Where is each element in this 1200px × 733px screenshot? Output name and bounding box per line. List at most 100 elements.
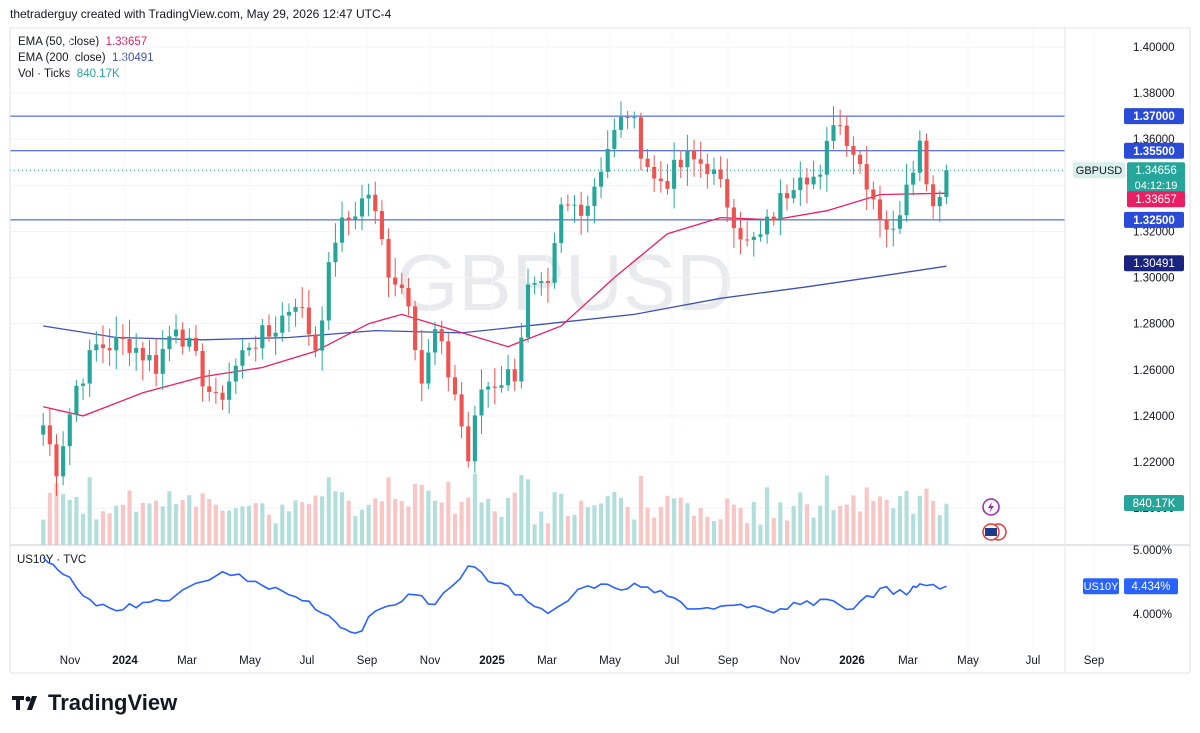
candle-body	[931, 184, 936, 207]
symbol-badge-label: GBPUSD	[1076, 165, 1123, 177]
volume-bar	[771, 518, 776, 545]
volume-bar	[406, 506, 411, 545]
candle-body	[559, 204, 564, 244]
volume-bar	[525, 479, 531, 545]
x-tick-label: Sep	[357, 655, 377, 667]
us-flag-glyph	[985, 528, 997, 536]
volume-bar	[80, 513, 86, 545]
volume-bar	[539, 511, 544, 545]
candle-body	[758, 234, 763, 237]
ema200-legend[interactable]: EMA (200, close) 1.30491	[18, 50, 154, 66]
ema50-legend-value: 1.33657	[105, 36, 148, 48]
volume-bar	[333, 491, 338, 545]
volume-bar	[227, 510, 232, 545]
candle-body	[672, 159, 677, 189]
volume-bar	[107, 513, 112, 545]
candle-body	[393, 277, 398, 285]
x-tick-label: Jul	[300, 655, 315, 667]
candle-body	[572, 204, 577, 206]
candle-body	[300, 307, 305, 309]
candle-body	[74, 385, 79, 415]
candle-body	[114, 336, 119, 351]
candle-body	[652, 166, 657, 179]
candle-body	[499, 385, 504, 388]
candle-body	[811, 176, 816, 185]
x-tick-label: 2025	[479, 655, 505, 667]
candle-body	[127, 339, 132, 353]
candle-body	[253, 347, 258, 349]
volume-bar	[851, 495, 856, 545]
volume-bar	[904, 490, 909, 545]
candle-body	[685, 150, 690, 168]
volume-legend[interactable]: Vol · Ticks 840.17K	[18, 66, 154, 82]
us10y-y-tick-label: 4.000%	[1133, 609, 1172, 621]
candle-body	[94, 344, 99, 351]
candle-body	[167, 336, 172, 350]
volume-bar	[725, 498, 730, 545]
volume-bar	[665, 495, 670, 545]
candle-body	[426, 352, 431, 384]
candle-body	[399, 284, 404, 289]
volume-bar	[127, 490, 132, 545]
volume-bar	[213, 504, 218, 545]
x-tick-label: Jul	[1026, 655, 1041, 667]
candle-body	[446, 341, 451, 378]
volume-bar	[824, 475, 829, 545]
volume-bar	[672, 498, 677, 545]
volume-bar	[871, 500, 876, 545]
volume-bar	[61, 494, 66, 545]
volume-bar	[731, 504, 736, 545]
volume-bar	[738, 507, 743, 545]
volume-bar	[791, 505, 796, 545]
bar-countdown-label: 04:12:19	[1135, 180, 1178, 192]
candle-body	[678, 159, 683, 168]
candle-body	[519, 337, 524, 382]
candle-body	[844, 125, 849, 146]
candle-body	[379, 211, 384, 240]
candle-body	[147, 355, 152, 361]
volume-bar	[931, 501, 936, 545]
volume-legend-label: Vol · Ticks	[18, 68, 71, 80]
volume-bar	[426, 490, 431, 545]
candle-body	[233, 365, 238, 382]
volume-bar	[240, 506, 245, 545]
candle-body	[731, 207, 736, 229]
candle-body	[180, 329, 185, 347]
candle-body	[227, 381, 232, 400]
volume-bar	[565, 515, 570, 545]
horizontal-level-label: 1.35500	[1133, 146, 1175, 158]
ema50-badge	[1127, 191, 1185, 208]
horizontal-level-label: 1.32500	[1133, 215, 1175, 227]
candle-body	[87, 350, 92, 384]
candle-body	[134, 347, 139, 353]
volume-bar	[618, 498, 624, 545]
volume-bar	[685, 503, 690, 545]
candle-body	[340, 217, 345, 243]
candle-body	[220, 392, 225, 400]
candle-body	[698, 159, 703, 164]
volume-bar	[160, 506, 165, 545]
volume-bar	[399, 501, 404, 545]
candle-body	[419, 350, 424, 384]
us10y-symbol-badge-label: US10Y	[1084, 581, 1120, 593]
volume-bar	[233, 508, 238, 545]
candle-body	[54, 444, 59, 477]
volume-bar	[180, 499, 185, 545]
us10y-pane-title: US10Y · TVC	[17, 554, 86, 566]
y-tick-label: 1.38000	[1133, 88, 1175, 100]
x-tick-label: Nov	[60, 655, 81, 667]
x-tick-label: Jul	[665, 655, 680, 667]
candle-body	[486, 386, 491, 390]
volume-bar	[340, 492, 345, 545]
volume-bar	[320, 496, 325, 545]
volume-legend-value: 840.17K	[76, 68, 120, 80]
volume-bar	[917, 495, 922, 545]
y-tick-label: 1.30000	[1133, 273, 1175, 285]
us10y-value-label: 4.434%	[1131, 581, 1170, 593]
tradingview-logo[interactable]: TradingView	[12, 690, 177, 716]
candle-body	[280, 315, 285, 333]
ema50-legend[interactable]: EMA (50, close) 1.33657	[18, 34, 154, 50]
volume-bar	[140, 502, 145, 545]
volume-bar	[253, 503, 258, 545]
